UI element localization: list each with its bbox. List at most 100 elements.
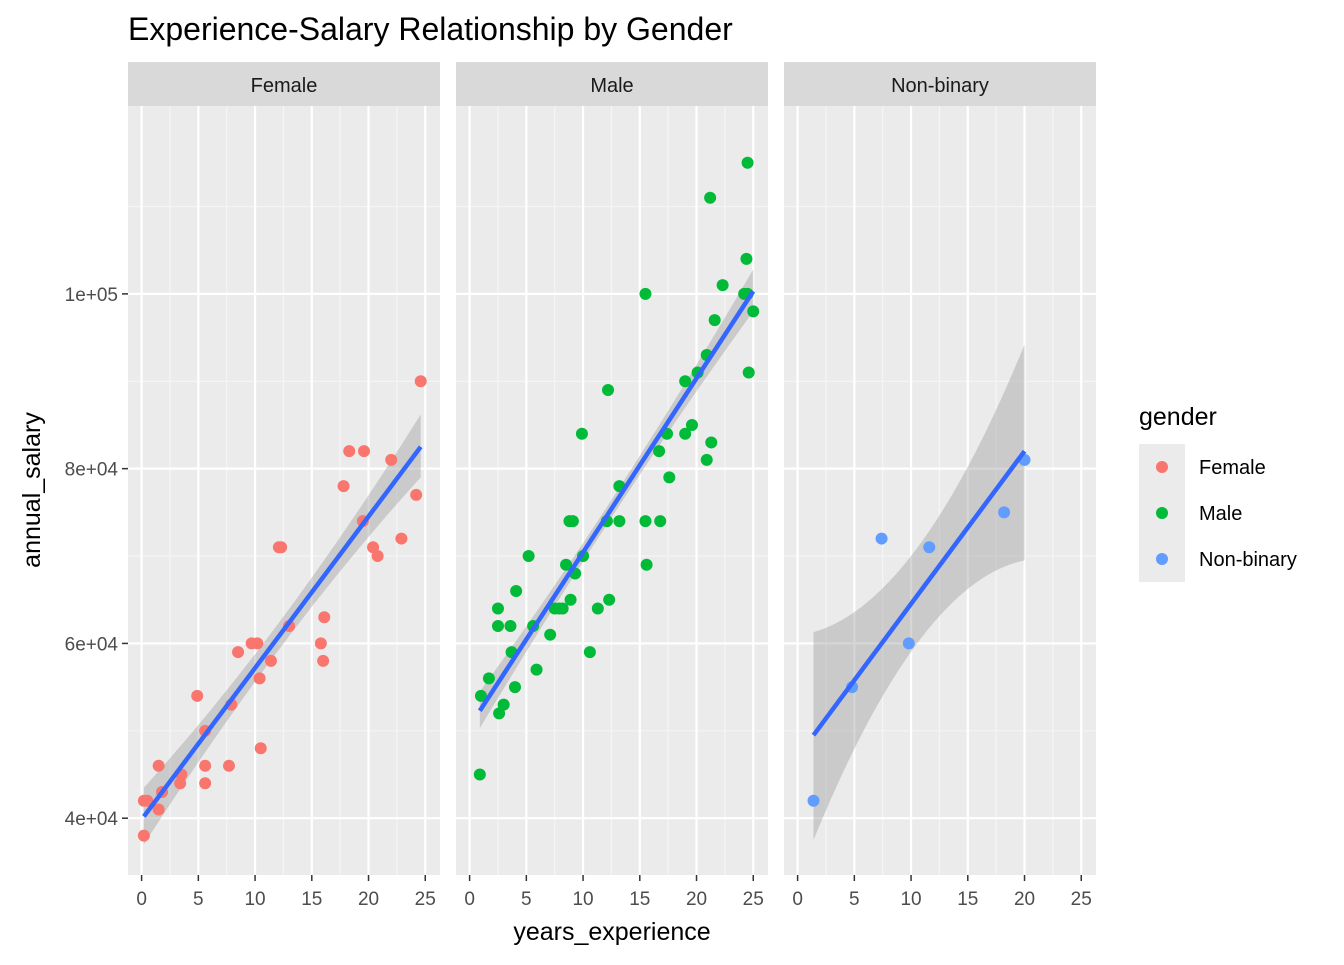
data-point xyxy=(504,619,517,632)
x-tick-label: 25 xyxy=(415,889,436,910)
data-point xyxy=(998,506,1011,519)
data-point xyxy=(152,803,165,816)
data-point xyxy=(923,541,936,554)
legend-key-female xyxy=(1156,461,1168,473)
data-point xyxy=(530,663,543,676)
data-point xyxy=(704,191,717,204)
data-point xyxy=(414,375,427,388)
data-point xyxy=(679,427,692,440)
data-point xyxy=(602,384,615,397)
data-point xyxy=(482,672,495,685)
data-point xyxy=(473,768,486,781)
x-tick-label: 5 xyxy=(193,889,204,910)
data-point xyxy=(510,584,523,597)
data-point xyxy=(566,515,579,528)
y-tick-label: 8e+04 xyxy=(65,460,119,481)
data-point xyxy=(716,279,729,292)
data-point xyxy=(152,759,165,772)
data-point xyxy=(639,515,652,528)
data-point xyxy=(318,611,331,624)
data-point xyxy=(742,366,755,379)
data-point xyxy=(556,602,569,615)
facet-strip xyxy=(784,62,1096,106)
data-point xyxy=(337,480,350,493)
data-point xyxy=(685,418,698,431)
data-point xyxy=(222,759,235,772)
legend-label-male: Male xyxy=(1199,503,1242,525)
data-point xyxy=(357,445,370,458)
x-tick-label: 20 xyxy=(686,889,707,910)
data-point xyxy=(603,593,616,606)
data-point xyxy=(314,637,327,650)
legend-key-male xyxy=(1156,507,1168,519)
data-point xyxy=(395,532,408,545)
trend-line xyxy=(811,449,1027,737)
y-tick-label: 1e+05 xyxy=(65,285,118,306)
x-tick-label: 10 xyxy=(900,889,921,910)
data-point xyxy=(700,453,713,466)
facet-strip-label: Non-binary xyxy=(891,75,989,97)
data-point xyxy=(613,515,626,528)
data-point xyxy=(199,777,212,790)
y-tick-label: 6e+04 xyxy=(65,634,119,655)
facet-strip xyxy=(456,62,768,106)
data-point xyxy=(254,742,267,755)
data-point xyxy=(174,777,187,790)
x-tick-label: 5 xyxy=(849,889,860,910)
x-tick-label: 10 xyxy=(572,889,593,910)
x-tick-label: 5 xyxy=(521,889,532,910)
data-point xyxy=(137,829,150,842)
data-point xyxy=(343,445,356,458)
data-point xyxy=(653,445,666,458)
x-tick-label: 10 xyxy=(244,889,265,910)
panel-non-binary: Non-binary 0 5 10 15 20 25 xyxy=(784,62,1096,910)
x-axis-title: years_experience xyxy=(513,918,710,946)
data-point xyxy=(663,471,676,484)
facet-strip-label: Female xyxy=(251,75,318,97)
legend-label-female: Female xyxy=(1199,457,1266,479)
panels-layer: Female 0 5 10 15 20 25 4e+04 6e+04 8e+04 1e+05 Male… xyxy=(65,62,1096,910)
facet-strip-label: Male xyxy=(590,75,633,97)
data-point xyxy=(583,646,596,659)
y-axis-title: annual_salary xyxy=(18,412,46,568)
data-point xyxy=(679,375,692,388)
x-tick-label: 15 xyxy=(629,889,650,910)
data-point xyxy=(591,602,604,615)
data-point xyxy=(232,646,245,659)
data-point xyxy=(385,453,398,466)
data-point xyxy=(741,156,754,169)
trend-line xyxy=(142,445,423,818)
data-point xyxy=(747,305,760,318)
data-point xyxy=(491,619,504,632)
data-point xyxy=(491,602,504,615)
facet-strip xyxy=(128,62,440,106)
panel-female: Female 0 5 10 15 20 25 4e+04 6e+04 8e+04 1e+05 xyxy=(65,62,440,910)
data-point xyxy=(191,689,204,702)
data-point xyxy=(317,654,330,667)
x-tick-label: 25 xyxy=(743,889,764,910)
x-tick-label: 0 xyxy=(136,889,147,910)
data-point xyxy=(654,515,667,528)
chart-title: Experience-Salary Relationship by Gender xyxy=(128,11,733,47)
y-tick-label: 4e+04 xyxy=(65,809,119,830)
data-point xyxy=(560,558,573,571)
legend-key-non-binary xyxy=(1156,553,1168,565)
data-point xyxy=(474,689,487,702)
data-point xyxy=(740,252,753,265)
data-point xyxy=(902,637,915,650)
x-tick-label: 0 xyxy=(792,889,803,910)
data-point xyxy=(640,558,653,571)
data-point xyxy=(705,436,718,449)
data-point xyxy=(564,593,577,606)
data-point xyxy=(807,794,820,807)
data-point xyxy=(275,541,288,554)
legend: Female Male Non-binary xyxy=(1139,444,1297,582)
x-tick-label: 25 xyxy=(1071,889,1092,910)
data-point xyxy=(264,654,277,667)
data-point xyxy=(199,759,212,772)
data-point xyxy=(708,314,721,327)
data-point xyxy=(639,287,652,300)
legend-title: gender xyxy=(1139,403,1217,431)
data-point xyxy=(141,794,154,807)
